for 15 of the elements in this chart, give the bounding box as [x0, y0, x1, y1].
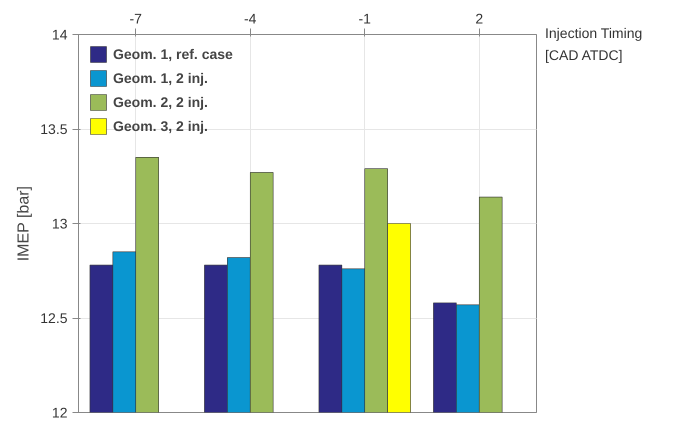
- y-tick-label: 12.5: [40, 310, 68, 326]
- x-tick-label: -7: [130, 10, 142, 26]
- legend-label: Geom. 3, 2 inj.: [113, 118, 208, 134]
- y-axis-title: IMEP [bar]: [15, 186, 32, 262]
- legend-label: Geom. 1, 2 inj.: [113, 70, 208, 86]
- legend-label: Geom. 1, ref. case: [113, 46, 233, 62]
- x-tick-label: 2: [475, 10, 484, 26]
- y-tick-label: 14: [52, 26, 68, 42]
- x-tick-label: -4: [244, 10, 257, 26]
- y-tick-label: 13.5: [40, 121, 68, 137]
- x-tick-label: -1: [358, 10, 372, 26]
- legend-label: Geom. 2, 2 inj.: [113, 94, 208, 110]
- y-tick-label: 13: [52, 216, 68, 232]
- x-axis-title: Injection Timing [CAD ATDC]: [545, 24, 642, 65]
- y-tick-label: 12: [52, 404, 68, 420]
